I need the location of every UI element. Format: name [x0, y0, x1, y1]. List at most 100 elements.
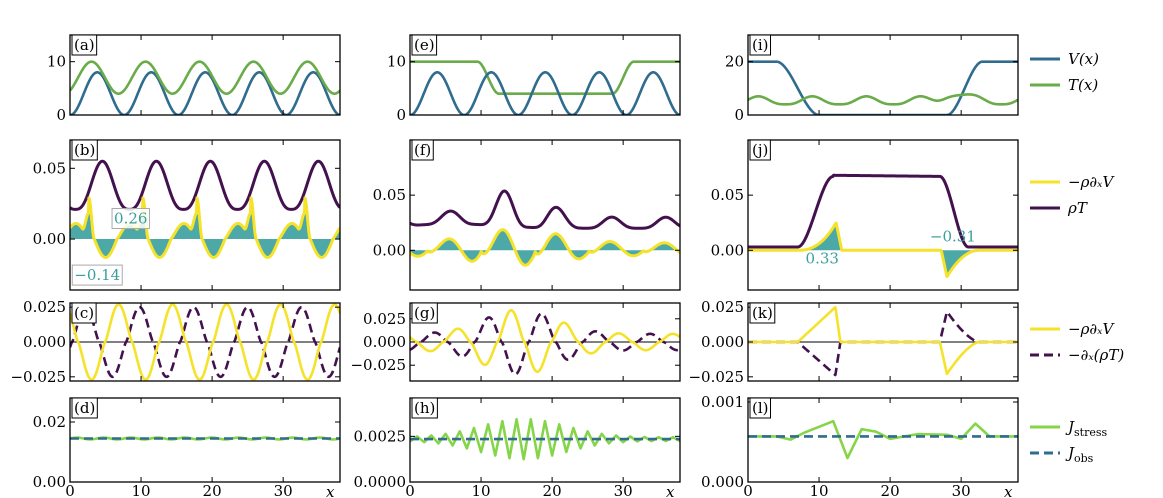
annotation-j-1: −0.31: [930, 227, 976, 245]
panel-label-box-e: [411, 34, 438, 56]
xtick-label-l-2: 20: [881, 482, 900, 498]
legend-label-2-1: −∂ₓ(ρT): [1068, 346, 1124, 364]
axes-frame-e: [409, 34, 681, 116]
plot-area-f: [410, 189, 680, 267]
legend-label-1-0: −ρ∂ₓV: [1068, 173, 1115, 191]
annotation-box-b-1: [71, 264, 123, 286]
xtick-label-h-3: 30: [614, 482, 633, 498]
panel-label-e: (e): [414, 36, 435, 54]
ytick-label-g-0: −0.025: [350, 356, 406, 374]
series-line-e-1: [410, 71, 680, 115]
legend-row-3: Jstress Jobs: [1030, 418, 1107, 465]
ytick-label-b-0: 0.00: [33, 230, 66, 248]
plot-area-e: [410, 60, 680, 115]
panel-g: −0.025 0.000 0.025 (g): [350, 302, 681, 382]
panel-label-f: (f): [414, 141, 431, 159]
ytick-label-k-1: 0.000: [701, 333, 744, 351]
panel-k: −0.025 0.000 0.025 (k): [688, 298, 1019, 386]
series-line-b-0: [70, 159, 340, 211]
annotation-b-0: 0.26: [114, 209, 147, 227]
panel-label-box-j: [749, 139, 771, 161]
panel-label-box-i: [749, 34, 772, 56]
axes-frame-a: [69, 34, 341, 116]
panel-e: 0 10 (e): [387, 34, 681, 124]
plot-area-h: [410, 417, 680, 461]
panel-label-a: (a): [74, 36, 95, 54]
annotation-b-1: −0.14: [74, 266, 120, 284]
ytick-label-g-1: 0.000: [363, 333, 406, 351]
ytick-label-i-1: 20: [725, 53, 744, 71]
legend-row-0: V(x) T(x): [1030, 50, 1099, 94]
xtick-label-l-0: 0: [743, 482, 753, 498]
panel-c: −0.025 0.000 0.025 (c): [10, 298, 341, 386]
plot-area-d: [70, 436, 340, 441]
series-line-a-1: [70, 60, 340, 95]
panel-j: 0.00 0.05 (j) 0.33 −0.31: [711, 139, 1019, 291]
panel-a: 0 10 (a): [47, 34, 341, 124]
annotation-box-b-0: [111, 207, 150, 229]
panel-label-i: (i): [752, 36, 769, 54]
panel-label-box-b: [71, 139, 98, 161]
plot-area-b: [70, 159, 340, 259]
ytick-label-a-0: 0: [56, 106, 66, 124]
panel-label-h: (h): [414, 399, 435, 417]
axes-frame-d: [69, 397, 341, 483]
series-line-e-0: [410, 60, 680, 95]
ytick-label-g-2: 0.025: [363, 310, 406, 328]
ytick-label-e-1: 10: [387, 53, 406, 71]
legend-label-0-1: T(x): [1068, 76, 1098, 94]
ytick-label-b-1: 0.05: [33, 159, 66, 177]
panel-label-box-l: [749, 397, 772, 419]
panel-f: 0.00 0.05 (f): [373, 139, 681, 291]
xtick-label-l-1: 10: [810, 482, 829, 498]
xlabel-d: x: [326, 483, 335, 498]
ytick-label-d-0: 0.00: [33, 473, 66, 491]
ytick-label-f-1: 0.05: [373, 186, 406, 204]
series-line-i-1: [748, 93, 1018, 106]
xtick-label-d-3: 30: [274, 482, 293, 498]
axes-frame-l: [747, 397, 1019, 483]
series-line-f-0: [410, 189, 680, 230]
panel-i: 0 20 (i): [725, 34, 1019, 124]
plot-area-k: [748, 305, 1018, 377]
series-line-j-1: [748, 221, 1018, 279]
series-line-g-2: [410, 308, 680, 374]
fill-area-b: [70, 198, 340, 258]
plot-area-j: [748, 173, 1018, 279]
panel-label-c: (c): [74, 304, 94, 322]
panel-d: 0.00 0.02 0 10 20 30 x (d): [33, 397, 341, 498]
xtick-label-l-3: 30: [952, 482, 971, 498]
panel-label-box-c: [71, 302, 97, 324]
fill-area-j: [748, 223, 1018, 277]
plot-area-i: [748, 60, 1018, 115]
axes-frame-i: [747, 34, 1019, 116]
legend-row-1: −ρ∂ₓV ρT: [1030, 173, 1115, 217]
panel-label-box-d: [71, 397, 98, 419]
axes-frame-f: [409, 139, 681, 291]
ytick-label-k-2: 0.025: [701, 298, 744, 316]
ytick-label-c-1: 0.000: [23, 333, 66, 351]
legend-label-3-1: Jobs: [1065, 444, 1094, 465]
legend-label-3-0: Jstress: [1065, 418, 1107, 439]
series-line-l-0: [748, 419, 1018, 460]
series-line-b-1: [70, 196, 340, 259]
series-line-c-2: [70, 303, 340, 381]
ytick-label-k-0: −0.025: [688, 368, 744, 386]
panel-label-d: (d): [74, 399, 95, 417]
xlabel-l: x: [1004, 483, 1013, 498]
series-line-g-1: [410, 312, 680, 376]
legend-label-1-1: ρT: [1067, 199, 1088, 217]
ytick-label-a-1: 10: [47, 53, 66, 71]
ytick-label-h-1: 0.0025: [354, 427, 407, 445]
ytick-label-e-0: 0: [396, 106, 406, 124]
panel-label-b: (b): [74, 141, 95, 159]
axes-frame-h: [409, 397, 681, 483]
xtick-label-h-0: 0: [405, 482, 415, 498]
panel-label-l: (l): [752, 399, 769, 417]
panel-label-box-h: [411, 397, 438, 419]
ytick-label-c-0: −0.025: [10, 368, 66, 386]
panel-label-box-g: [411, 302, 438, 324]
panel-label-box-a: [71, 34, 98, 56]
plot-area-g: [410, 308, 680, 376]
